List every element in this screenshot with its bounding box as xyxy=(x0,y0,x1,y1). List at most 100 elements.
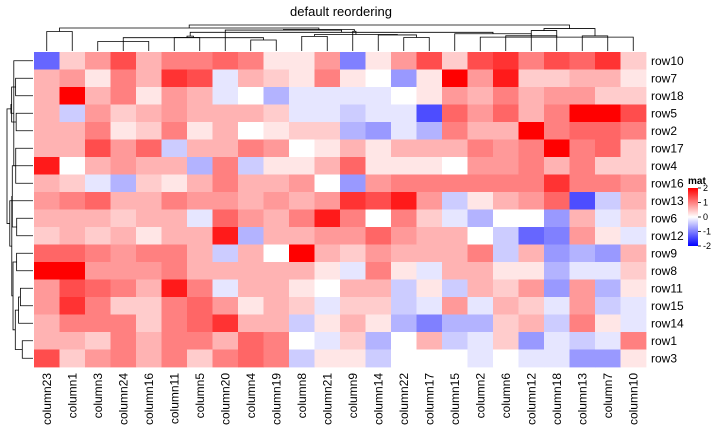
column-label: column13 xyxy=(575,373,589,425)
heatmap-cell xyxy=(212,157,239,175)
heatmap-cell xyxy=(620,139,647,158)
heatmap-cell xyxy=(442,52,468,70)
heatmap-cell xyxy=(416,52,443,70)
heatmap-cell xyxy=(620,52,647,70)
heatmap-cell xyxy=(620,227,647,245)
heatmap-cell xyxy=(161,349,188,368)
dendrogram-branch xyxy=(352,30,357,51)
heatmap-cell xyxy=(110,314,137,333)
heatmap-cell xyxy=(161,244,188,263)
column-label: column14 xyxy=(371,373,385,425)
heatmap-cell xyxy=(59,87,86,105)
column-label: column24 xyxy=(116,373,130,425)
heatmap-cell xyxy=(365,209,392,228)
heatmap-cell xyxy=(314,262,341,280)
heatmap-cell xyxy=(238,192,264,210)
heatmap-cell xyxy=(391,157,417,175)
heatmap-cell xyxy=(442,244,468,263)
row-label: row13 xyxy=(651,194,684,208)
heatmap-cell xyxy=(59,52,86,70)
heatmap-cell xyxy=(416,297,443,315)
heatmap-cell xyxy=(59,332,86,350)
heatmap-cell xyxy=(212,332,239,350)
row-label: row14 xyxy=(651,316,684,330)
heatmap-cell xyxy=(595,174,621,193)
heatmap-cell xyxy=(85,87,111,105)
heatmap-cell xyxy=(136,332,162,350)
heatmap-cell xyxy=(365,279,392,298)
heatmap-cell xyxy=(467,192,494,210)
heatmap-cell xyxy=(340,279,366,298)
heatmap-cell xyxy=(212,227,239,245)
heatmap-cell xyxy=(340,262,366,280)
heatmap-cell xyxy=(442,209,468,228)
heatmap-cell xyxy=(314,157,341,175)
heatmap-cell xyxy=(595,139,621,158)
heatmap-cell xyxy=(59,262,86,280)
row-label: row15 xyxy=(651,299,684,313)
heatmap-cell xyxy=(493,69,519,88)
heatmap-cell xyxy=(263,87,290,105)
heatmap-cell xyxy=(59,279,86,298)
heatmap-cell xyxy=(442,174,468,193)
heatmap-cell xyxy=(34,262,60,280)
heatmap-cell xyxy=(518,52,545,70)
heatmap-cell xyxy=(391,244,417,263)
heatmap-cell xyxy=(161,174,188,193)
dendrogram-branch xyxy=(403,37,430,51)
heatmap-cell xyxy=(493,297,519,315)
heatmap-cell xyxy=(518,297,545,315)
heatmap-cell xyxy=(263,192,290,210)
heatmap-cell xyxy=(314,192,341,210)
heatmap-cell xyxy=(518,104,545,123)
heatmap-cell xyxy=(34,209,60,228)
heatmap-cell xyxy=(340,349,366,368)
heatmap-cell xyxy=(263,314,290,333)
heatmap-cell xyxy=(34,87,60,105)
heatmap-cell xyxy=(136,104,162,123)
heatmap-cell xyxy=(467,314,494,333)
heatmap-cell xyxy=(595,332,621,350)
dendrogram-branch xyxy=(12,261,17,331)
legend-tick-label: 2 xyxy=(703,183,708,193)
heatmap-cell xyxy=(518,174,545,193)
heatmap-cell xyxy=(620,122,647,140)
heatmap-cell xyxy=(212,209,239,228)
heatmap-cell xyxy=(544,139,570,158)
heatmap-cell xyxy=(518,122,545,140)
heatmap-cell xyxy=(493,122,519,140)
heatmap-cell xyxy=(620,104,647,123)
heatmap-cell xyxy=(620,349,647,368)
heatmap-cell xyxy=(340,297,366,315)
heatmap-cell xyxy=(212,262,239,280)
heatmap-cell xyxy=(263,209,290,228)
heatmap-cell xyxy=(34,279,60,298)
heatmap-cell xyxy=(59,104,86,123)
heatmap-cell xyxy=(391,209,417,228)
dendrogram-branch xyxy=(301,35,328,51)
heatmap-cell xyxy=(187,279,213,298)
heatmap-cell xyxy=(136,139,162,158)
heatmap-cell xyxy=(161,332,188,350)
row-label: row18 xyxy=(651,89,684,103)
heatmap-cell xyxy=(416,244,443,263)
heatmap-cell xyxy=(85,314,111,333)
heatmap-cell xyxy=(187,157,213,175)
heatmap-cell xyxy=(212,104,239,123)
heatmap-cell xyxy=(340,174,366,193)
heatmap-cell xyxy=(544,279,570,298)
heatmap-cell xyxy=(416,157,443,175)
heatmap-cell xyxy=(391,139,417,158)
heatmap-cell xyxy=(340,52,366,70)
heatmap-cell xyxy=(365,87,392,105)
heatmap-cell xyxy=(238,52,264,70)
heatmap-cell xyxy=(314,139,341,158)
heatmap-cell xyxy=(110,52,137,70)
row-label: row2 xyxy=(651,124,677,138)
heatmap-cell xyxy=(314,297,341,315)
heatmap-cell xyxy=(110,349,137,368)
heatmap-cell xyxy=(161,262,188,280)
column-label: column23 xyxy=(40,373,54,425)
heatmap-cell xyxy=(238,279,264,298)
heatmap-cell xyxy=(391,262,417,280)
